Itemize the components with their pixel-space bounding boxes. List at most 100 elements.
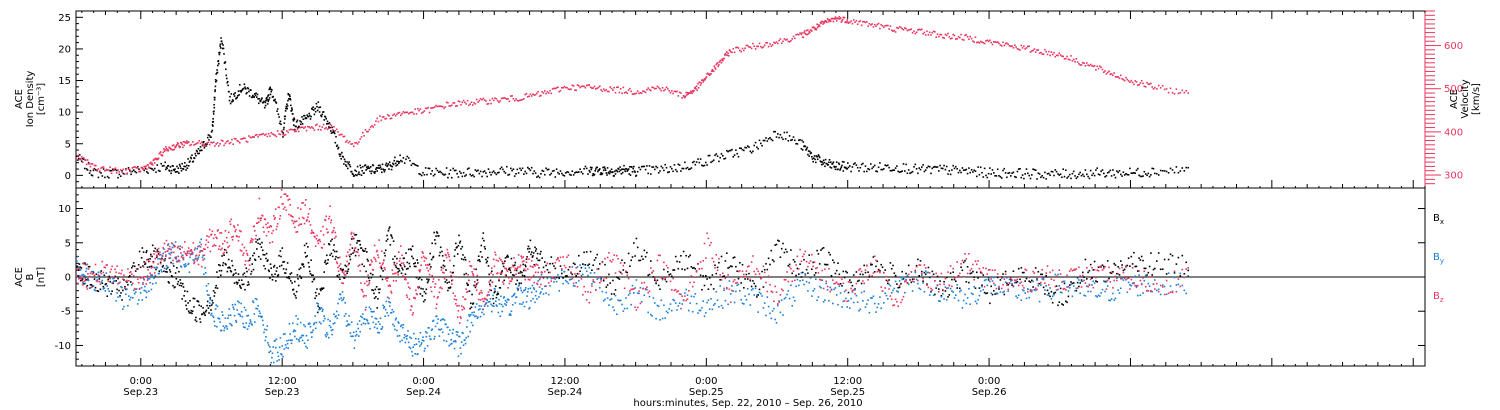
density-point [399,154,401,157]
density-point [761,144,763,147]
density-point [716,155,719,157]
density-point [1101,169,1104,171]
b-Bx-point [911,278,914,280]
velocity-point [106,169,109,171]
density-point [208,139,210,141]
density-point [453,169,456,172]
velocity-point [913,30,915,32]
b-Bz-point [338,265,341,267]
b-By-point [324,317,326,320]
b-Bx-point [99,288,102,291]
b-Bz-point [135,268,138,270]
velocity-point [830,20,832,23]
b-Bx-point [608,273,610,276]
density-point [398,161,401,163]
velocity-point [621,92,623,95]
density-point [1154,172,1156,175]
velocity-point [777,42,779,45]
b-Bx-point [893,272,896,274]
b-By-point [1142,292,1144,294]
density-point [631,171,634,173]
b-By-point [509,313,511,315]
density-point [547,168,550,171]
b-Bx-point [630,259,632,262]
velocity-point [951,37,953,39]
b-By-point [293,329,295,331]
density-point [216,69,218,71]
density-point [87,161,90,164]
b-Bx-point [792,259,795,261]
velocity-point [1068,59,1071,61]
b-By-point [640,301,643,303]
b-By-point [245,322,248,324]
b-Bz-point [330,219,333,222]
b-Bx-point [125,288,127,291]
b-By-point [790,284,792,287]
b-By-point [212,316,215,319]
density-point [289,99,292,101]
b-By-point [202,254,204,257]
density-point [568,173,571,176]
density-point [534,172,537,174]
b-Bx-point [200,305,202,308]
velocity-point [729,51,732,53]
velocity-point [689,92,691,94]
density-point [495,173,498,176]
velocity-point [1008,45,1011,47]
b-Bx-point [724,260,727,262]
density-point [348,164,351,166]
b-By-point [294,335,296,338]
b-By-point [526,295,528,297]
density-point [1130,172,1133,174]
density-point [280,123,282,126]
density-point [1095,169,1097,171]
b-By-point [295,315,297,317]
velocity-point [721,58,723,60]
velocity-point [942,36,944,39]
velocity-point [1055,54,1058,57]
density-point [258,98,261,100]
b-By-point [466,326,468,328]
velocity-point [419,108,422,110]
velocity-point [1096,65,1098,68]
b-Bx-point [822,247,825,249]
b-Bx-point [833,261,835,264]
density-point [195,149,198,152]
velocity-point [232,143,234,145]
b-By-point [297,338,300,341]
density-point [1079,171,1081,174]
b-By-point [492,305,495,307]
density-point [299,120,301,122]
velocity-point [317,128,320,131]
b-Bx-point [564,275,567,277]
density-point [247,87,250,90]
b-Bx-point [404,273,407,275]
density-point [1109,169,1112,172]
density-point [977,166,979,168]
b-By-point [897,291,899,293]
b-Bx-point [951,278,953,281]
b-Bx-point [644,255,647,258]
b-By-point [766,296,769,298]
velocity-point [350,143,352,145]
b-Bx-point [1028,280,1030,282]
b-By-point [95,276,98,279]
b-By-point [703,315,706,317]
velocity-point [1105,73,1108,75]
velocity-point [491,97,494,100]
b-Bx-point [338,273,341,276]
b-Bx-point [860,282,863,285]
density-point [832,161,835,163]
b-Bz-point [85,264,87,266]
b-Bx-point [304,251,306,254]
b-By-point [773,307,775,310]
b-By-point [570,278,572,281]
density-point [316,109,319,112]
density-point [507,174,509,176]
density-point [377,167,379,169]
b-Bx-point [896,283,898,285]
b-Bx-point [373,292,375,295]
b-Bz-point [276,223,279,225]
density-point [197,152,199,155]
b-By-point [1008,278,1011,281]
